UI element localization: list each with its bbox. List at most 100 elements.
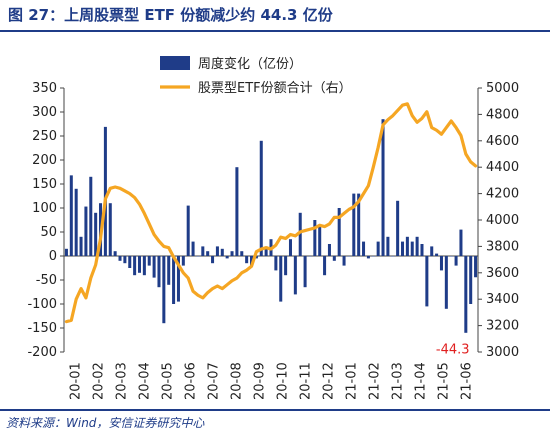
- bar: [274, 256, 278, 271]
- footer-divider: [0, 409, 550, 411]
- x-tick-label: 21-04: [414, 362, 429, 400]
- left-tick-label: -200: [27, 345, 57, 360]
- x-tick-label: 20-07: [207, 362, 222, 400]
- bar: [123, 256, 127, 264]
- bar: [167, 256, 171, 285]
- bar: [454, 256, 458, 266]
- left-tick-label: 150: [32, 177, 57, 192]
- legend-bar-swatch: [160, 56, 190, 70]
- left-tick-label: 250: [32, 129, 57, 144]
- x-tick-label: 21-02: [368, 362, 383, 400]
- page-title: 图 27：上周股票型 ETF 份额减少约 44.3 亿份: [8, 6, 333, 24]
- left-tick-label: -100: [27, 297, 57, 312]
- bar: [288, 239, 292, 256]
- bar: [386, 236, 390, 256]
- bar: [352, 193, 356, 256]
- x-tick-label: 20-04: [138, 362, 153, 400]
- axis-labels: 350 300 250 200 150 100 50 0 -50 -100 -150 -200 5000…: [27, 81, 519, 400]
- left-tick-label: -150: [27, 321, 57, 336]
- bar: [152, 256, 156, 278]
- bar: [172, 256, 176, 304]
- bar: [113, 251, 117, 256]
- left-tick-label: 200: [32, 153, 57, 168]
- x-tick-label: 20-09: [253, 362, 268, 400]
- right-tick-label: 5000: [486, 81, 519, 96]
- right-tick-label: 3800: [486, 239, 519, 254]
- bar: [298, 212, 302, 256]
- bar: [376, 241, 380, 256]
- bar: [74, 188, 78, 256]
- bar: [439, 256, 443, 271]
- x-tick-label: 20-01: [69, 362, 84, 400]
- left-tick-label: -50: [36, 273, 57, 288]
- share-total-line: [64, 102, 478, 324]
- right-tick-label: 4000: [486, 213, 519, 228]
- source-note: 资料来源：Wind，安信证券研究中心: [6, 416, 205, 430]
- legend-bar-label: 周度变化（亿份）: [198, 56, 302, 72]
- x-tick-label: 20-12: [322, 362, 337, 400]
- bar: [235, 167, 239, 256]
- x-tick-label: 20-11: [299, 362, 314, 400]
- legend: 周度变化（亿份） 股票型ETF份额合计（右）: [160, 56, 352, 96]
- bar: [459, 229, 463, 256]
- line-series: [64, 102, 478, 324]
- bar: [469, 256, 473, 304]
- last-value-annotation: -44.3: [436, 342, 470, 357]
- bar: [284, 256, 288, 276]
- bar: [347, 256, 351, 257]
- bar: [157, 256, 161, 288]
- bar: [201, 246, 205, 256]
- bar: [318, 224, 322, 256]
- bar: [128, 256, 132, 268]
- x-tick-label: 20-03: [115, 362, 130, 400]
- x-tick-label: 20-05: [161, 362, 176, 400]
- bar: [449, 256, 453, 257]
- left-tick-label: 350: [32, 81, 57, 96]
- bar: [430, 246, 434, 256]
- bar: [206, 251, 210, 256]
- bar: [308, 256, 312, 257]
- bar: [245, 256, 249, 264]
- bar: [147, 256, 151, 266]
- bar: [381, 119, 385, 256]
- bar: [89, 176, 93, 256]
- bar: [176, 256, 180, 302]
- left-tick-label: 300: [32, 105, 57, 120]
- x-tick-label: 20-02: [92, 362, 107, 400]
- bar: [420, 244, 424, 256]
- title-divider: [0, 30, 550, 32]
- right-tick-label: 4800: [486, 107, 519, 122]
- bar: [259, 140, 263, 256]
- bar: [103, 126, 107, 256]
- right-tick-label: 4200: [486, 187, 519, 202]
- bar: [415, 236, 419, 256]
- bar: [410, 241, 414, 256]
- right-tick-label: 3000: [486, 345, 519, 360]
- bar: [474, 256, 478, 278]
- x-tick-label: 20-06: [184, 362, 199, 400]
- legend-line-label: 股票型ETF份额合计（右）: [198, 81, 352, 96]
- left-tick-label: 100: [32, 201, 57, 216]
- x-tick-label: 20-08: [230, 362, 245, 400]
- bar: [137, 256, 142, 273]
- bar: [162, 256, 166, 324]
- bar: [264, 246, 268, 256]
- bar: [371, 256, 375, 257]
- bar: [108, 203, 112, 256]
- bar: [186, 205, 190, 256]
- bar: [220, 248, 224, 256]
- bar: [196, 256, 200, 257]
- right-tick-label: 4400: [486, 160, 519, 175]
- bar: [444, 256, 448, 309]
- right-tick-label: 3400: [486, 292, 519, 307]
- bar: [396, 200, 400, 256]
- bar: [181, 256, 185, 266]
- bar: [400, 241, 405, 256]
- bar-series: [64, 119, 478, 333]
- right-tick-label: 3600: [486, 266, 519, 281]
- bar: [254, 256, 258, 259]
- bar: [230, 251, 234, 256]
- bar: [293, 256, 297, 295]
- bar: [313, 220, 317, 256]
